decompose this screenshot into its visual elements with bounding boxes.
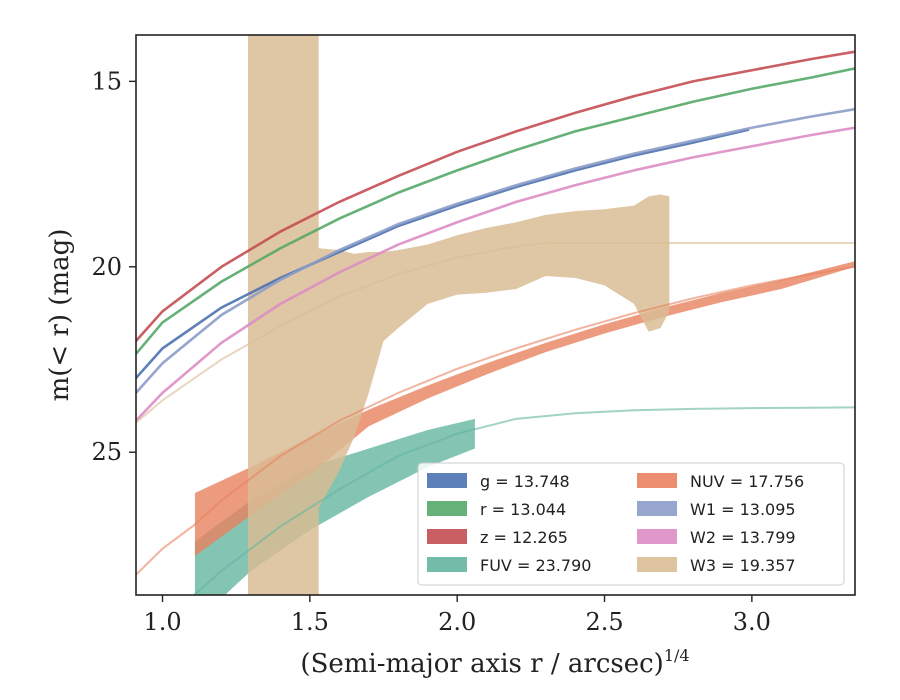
line-g <box>136 128 750 379</box>
legend-swatch-z <box>427 529 467 544</box>
plot-frame <box>135 34 856 596</box>
y-tick-label: 25 <box>91 438 122 466</box>
line-w2 <box>136 126 855 422</box>
legend-swatch-fuv <box>427 557 467 572</box>
x-axis-label: (Semi-major axis r / arcsec)1/4 <box>300 646 689 679</box>
legend-box <box>417 462 845 586</box>
x-tick-label: 3.0 <box>733 608 771 636</box>
x-tick-label: 2.0 <box>438 608 476 636</box>
legend-label-z: z = 12.265 <box>480 528 568 547</box>
legend-label-fuv: FUV = 23.790 <box>480 556 591 575</box>
line-w1 <box>136 107 855 394</box>
line-z <box>136 50 855 342</box>
y-tick-label: 20 <box>91 253 122 281</box>
line-fuv <box>192 406 855 595</box>
x-axis-label-text: (Semi-major axis r / arcsec) <box>300 649 663 679</box>
legend-label-w1: W1 = 13.095 <box>690 500 796 519</box>
legend-swatch-g <box>427 473 467 488</box>
x-axis: 1.0 1.5 2.0 2.5 3.0 <box>143 595 771 636</box>
line-nuv <box>136 265 855 576</box>
legend-swatch-w3 <box>637 557 677 572</box>
legend-swatch-w1 <box>637 501 677 516</box>
x-tick-label: 1.5 <box>291 608 329 636</box>
plot-area <box>136 35 855 595</box>
legend-label-nuv: NUV = 17.756 <box>690 472 804 491</box>
y-axis-label: m(< r) (mag) <box>45 229 75 402</box>
legend: g = 13.748 r = 13.044 z = 12.265 FUV = 23.7… <box>417 462 845 586</box>
x-tick-label: 1.0 <box>143 608 181 636</box>
y-tick-label: 15 <box>91 67 122 95</box>
legend-label-g: g = 13.748 <box>480 472 570 491</box>
x-tick-label: 2.5 <box>585 608 623 636</box>
legend-swatch-w2 <box>637 529 677 544</box>
y-axis: 15 20 25 <box>91 67 136 466</box>
legend-swatch-r <box>427 501 467 516</box>
legend-swatch-nuv <box>637 473 677 488</box>
legend-label-r: r = 13.044 <box>480 500 566 519</box>
line-r <box>136 67 855 355</box>
x-axis-label-exponent: 1/4 <box>664 646 690 665</box>
legend-label-w2: W2 = 13.799 <box>690 528 796 547</box>
line-w3 <box>136 241 855 424</box>
legend-label-w3: W3 = 19.357 <box>690 556 796 575</box>
band-w3 <box>247 35 670 595</box>
